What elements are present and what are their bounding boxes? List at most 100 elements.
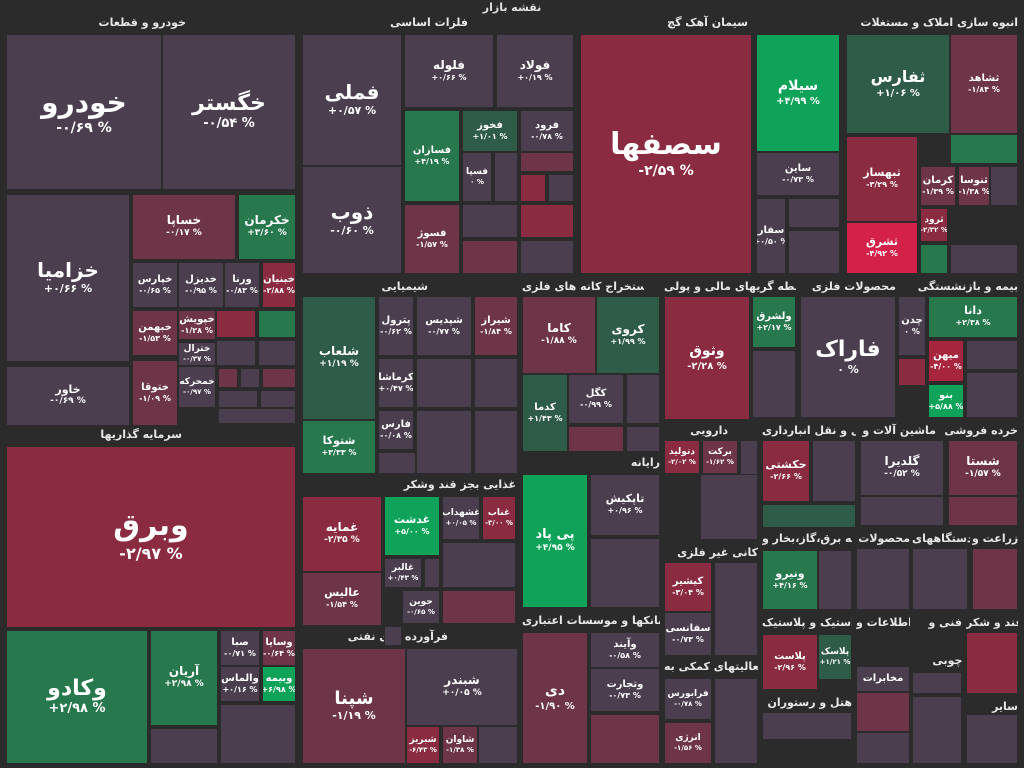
tile-small-42[interactable] (590, 538, 660, 608)
tile-small-44[interactable] (590, 714, 660, 764)
tile-31[interactable]: کرمان -۱/۳۹ % (920, 166, 956, 206)
tile-47[interactable]: ولشرق +۲/۱۷ % (752, 296, 796, 348)
tile-17[interactable]: فولاد +۰/۱۹ % (496, 34, 574, 108)
tile-59[interactable]: وبیمه +۶/۹۸ % (262, 666, 296, 702)
tile-68[interactable]: تاپکیش +۰/۹۶ % (590, 474, 660, 536)
tile-52[interactable]: بنو +۵/۸۸ % (928, 384, 964, 418)
tile-16[interactable]: فلوله +۰/۶۶ % (404, 34, 494, 108)
tile-small-24[interactable] (416, 358, 472, 408)
tile-2[interactable]: خزامیا +۰/۶۶ % (6, 194, 130, 362)
tile-11[interactable]: خاور -۰/۶۹ % (6, 366, 130, 426)
tile-small-7[interactable] (218, 390, 258, 408)
tile-70[interactable]: شبندر +۰/۰۵ % (406, 648, 518, 726)
tile-38[interactable]: شیراز -۱/۸۴ % (474, 296, 518, 356)
tile-small-52[interactable] (818, 550, 852, 610)
tile-small-2[interactable] (216, 340, 256, 366)
tile-63[interactable]: غناب -۳/۰۰ % (482, 496, 516, 540)
tile-10[interactable]: خپویش -۱/۲۸ % (178, 310, 216, 340)
tile-small-43[interactable] (478, 726, 518, 764)
tile-35[interactable]: شلعاب +۱/۱۹ % (302, 296, 376, 420)
tile-small-33[interactable] (966, 340, 1018, 370)
tile-42[interactable]: کاما -۱/۸۸ % (522, 296, 596, 374)
tile-small-56[interactable] (714, 678, 758, 764)
tile-81[interactable]: کیشیر -۳/۰۴ % (664, 562, 712, 612)
tile-32[interactable]: ثنوسا -۱/۳۸ % (958, 166, 990, 206)
tile-small-11[interactable] (520, 152, 574, 172)
tile-small-8[interactable] (260, 390, 296, 408)
tile-46[interactable]: وثوق -۲/۲۸ % (664, 296, 750, 420)
tile-19[interactable]: فسازان +۴/۱۹ % (404, 110, 460, 202)
tile-64[interactable]: غالبر +۰/۴۳ % (384, 558, 422, 588)
tile-small-14[interactable] (462, 204, 518, 238)
tile-small-61[interactable] (856, 732, 910, 764)
tile-small-48[interactable] (762, 504, 856, 528)
tile-small-22[interactable] (950, 244, 1018, 274)
tile-small-17[interactable] (520, 240, 574, 274)
tile-small-13[interactable] (548, 174, 574, 202)
tile-53[interactable]: وبرق -۲/۹۷ % (6, 446, 296, 628)
tile-small-18[interactable] (788, 198, 840, 228)
tile-small-36[interactable] (150, 728, 218, 764)
tile-small-63[interactable] (966, 714, 1018, 764)
tile-small-1[interactable] (258, 310, 296, 338)
tile-30[interactable]: ثبهساز -۳/۲۹ % (846, 136, 918, 222)
tile-58[interactable]: والماس +۰/۱۶ % (220, 666, 260, 702)
tile-small-20[interactable] (950, 134, 1018, 164)
tile-21[interactable]: فرود -۰/۷۸ % (520, 110, 574, 152)
tile-small-41[interactable] (384, 626, 402, 646)
tile-13[interactable]: ختوقا -۱/۰۹ % (132, 360, 178, 426)
tile-49[interactable]: چدن ۰ % (898, 296, 926, 356)
tile-small-46[interactable] (700, 474, 758, 540)
tile-84[interactable]: فرابورس -۰/۷۸ % (664, 678, 712, 720)
tile-37[interactable]: شپدیس -۰/۷۷ % (416, 296, 472, 356)
tile-1[interactable]: خگستر -۰/۵۴ % (162, 34, 296, 190)
tile-44[interactable]: کگل -۰/۹۹ % (568, 374, 624, 424)
tile-83[interactable]: ونیرو +۴/۱۶ % (762, 550, 818, 610)
tile-33[interactable]: ثرود -۲/۳۲ % (920, 208, 948, 242)
tile-small-28[interactable] (378, 452, 416, 474)
tile-small-31[interactable] (626, 426, 660, 452)
tile-86[interactable]: پلاسک +۱/۲۱ % (818, 634, 852, 680)
tile-9[interactable]: خبهمن -۱/۵۳ % (132, 310, 178, 356)
tile-small-47[interactable] (812, 440, 856, 502)
tile-40[interactable]: فارس -۰/۰۸ % (378, 410, 414, 450)
tile-62[interactable]: غشهداب +۰/۰۵ % (442, 496, 480, 540)
tile-15[interactable]: فملی +۰/۵۷ % (302, 34, 402, 166)
tile-small-50[interactable] (948, 496, 1018, 526)
tile-small-3[interactable] (258, 340, 296, 366)
tile-small-10[interactable] (494, 152, 518, 202)
tile-small-9[interactable] (218, 408, 296, 424)
tile-18[interactable]: ذوب -۰/۶۰ % (302, 166, 402, 274)
tile-69[interactable]: شپنا -۱/۱۹ % (302, 648, 406, 764)
tile-small-25[interactable] (474, 358, 518, 408)
tile-26[interactable]: ساین -۰/۷۳ % (756, 152, 840, 196)
tile-75[interactable]: وتجارت -۰/۷۳ % (590, 668, 660, 712)
tile-78[interactable]: حکشتی -۲/۶۶ % (762, 440, 810, 502)
tile-73[interactable]: دی -۱/۹۰ % (522, 632, 588, 764)
tile-small-6[interactable] (262, 368, 296, 388)
tile-small-23[interactable] (990, 166, 1018, 206)
tile-small-49[interactable] (860, 496, 944, 526)
tile-72[interactable]: شاوان -۱/۳۸ % (442, 726, 478, 764)
tile-87[interactable]: پلاست -۲/۹۶ % (762, 634, 818, 690)
tile-small-37[interactable] (220, 704, 296, 764)
tile-small-38[interactable] (442, 542, 516, 588)
tile-79[interactable]: گلدیرا -۰/۵۲ % (860, 440, 944, 496)
tile-82[interactable]: سفانسی -۰/۷۳ % (664, 612, 712, 656)
tile-small-16[interactable] (462, 240, 518, 274)
tile-small-35[interactable] (898, 358, 926, 386)
tile-36[interactable]: پترول -۰/۶۲ % (378, 296, 414, 356)
tile-56[interactable]: صبا -۰/۷۱ % (220, 630, 260, 666)
tile-20[interactable]: فخوز +۱/۰۱ % (462, 110, 518, 152)
tile-45[interactable]: کدما +۱/۴۳ % (522, 374, 568, 452)
tile-25[interactable]: سیلام +۴/۹۹ % (756, 34, 840, 152)
tile-small-60[interactable] (966, 632, 1018, 694)
tile-29[interactable]: ثشاهد -۱/۸۴ % (950, 34, 1018, 134)
tile-48[interactable]: فاراک ۰ % (800, 296, 896, 418)
tile-28[interactable]: ثفارس +۱/۰۶ % (846, 34, 950, 134)
tile-small-51[interactable] (714, 562, 758, 656)
tile-65[interactable]: عالیس -۱/۵۴ % (302, 572, 382, 626)
tile-80[interactable]: شستا -۱/۵۷ % (948, 440, 1018, 496)
tile-3[interactable]: خساپا -۰/۱۷ % (132, 194, 236, 260)
tile-77[interactable]: برکت -۱/۶۲ % (702, 440, 738, 474)
